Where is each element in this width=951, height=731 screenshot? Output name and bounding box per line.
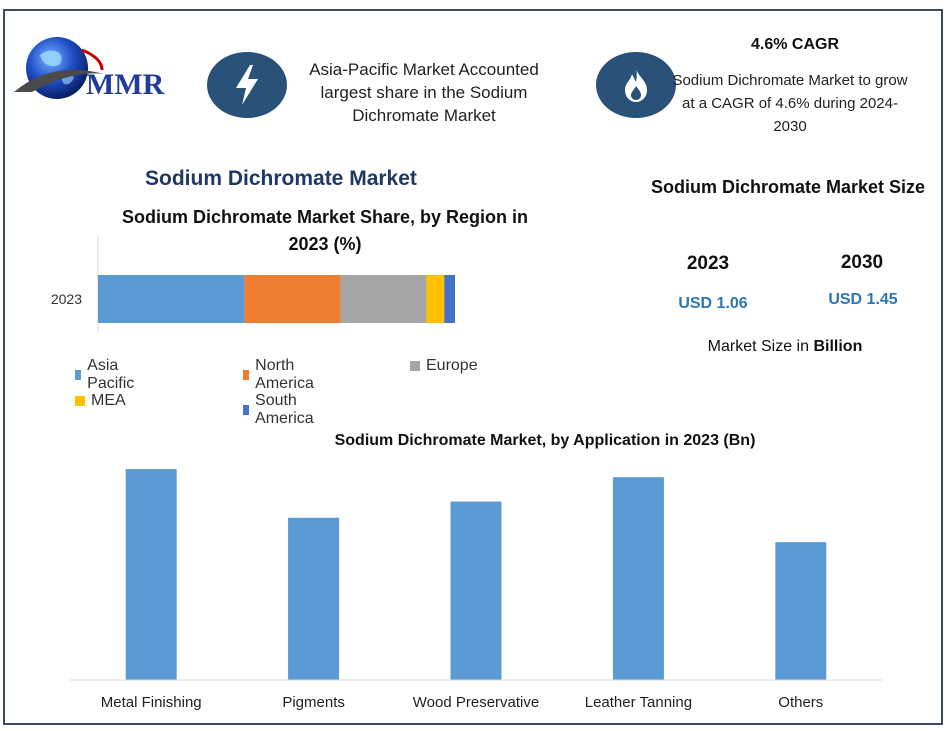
x-tick-label: Wood Preservative bbox=[413, 694, 539, 711]
cagr-text: Sodium Dichromate Market to grow at a CA… bbox=[672, 72, 908, 135]
legend-label: North America bbox=[255, 357, 314, 392]
legend-swatch bbox=[410, 361, 420, 371]
region-bar-segment bbox=[444, 275, 455, 323]
legend-swatch bbox=[75, 370, 82, 380]
region-bar-segment bbox=[340, 275, 427, 323]
legend-item-south-america: South America bbox=[243, 392, 318, 428]
flame-icon bbox=[625, 68, 647, 102]
region-bar-segment bbox=[98, 275, 245, 323]
legend-label: Europe bbox=[426, 357, 478, 374]
application-bar-chart: Metal Finishing Pigments Wood Preservative… bbox=[70, 469, 882, 711]
region-bar-segment bbox=[426, 275, 445, 323]
unit-prefix: Market Size in bbox=[707, 338, 814, 355]
lightning-badge bbox=[207, 52, 287, 118]
market-size-title: Sodium Dichromate Market Size bbox=[650, 177, 926, 197]
x-tick-label: Pigments bbox=[282, 694, 345, 711]
flame-badge bbox=[596, 52, 676, 118]
value-2030: USD 1.45 bbox=[828, 291, 898, 308]
legend-label: Asia Pacific bbox=[87, 357, 135, 392]
category-label: 2023 bbox=[51, 291, 82, 307]
value-2023: USD 1.06 bbox=[678, 295, 748, 312]
cagr-title: 4.6% CAGR bbox=[750, 36, 840, 53]
legend-swatch bbox=[243, 405, 250, 415]
mmr-logo: MMR bbox=[12, 30, 187, 110]
application-bar bbox=[450, 501, 502, 680]
x-tick-label: Metal Finishing bbox=[101, 694, 202, 711]
application-chart-title: Sodium Dichromate Market, by Application… bbox=[334, 432, 756, 449]
legend-swatch bbox=[243, 370, 250, 380]
application-bar bbox=[125, 469, 177, 680]
svg-text:MMR: MMR bbox=[86, 68, 165, 101]
region-share-chart: 2023 bbox=[51, 236, 455, 332]
page-title: Sodium Dichromate Market bbox=[145, 167, 417, 190]
region-highlight-text: Asia-Pacific Market Accounted largest sh… bbox=[309, 60, 539, 125]
region-chart-title: Sodium Dichromate Market Share, by Regio… bbox=[121, 207, 529, 254]
legend-label: MEA bbox=[91, 392, 126, 409]
x-tick-label: Others bbox=[778, 694, 823, 711]
application-bar bbox=[288, 517, 340, 680]
region-bar-segment bbox=[244, 275, 341, 323]
application-bar bbox=[775, 542, 827, 680]
legend-item-mea: MEA bbox=[75, 392, 126, 410]
year-2023: 2023 bbox=[686, 253, 730, 274]
legend-item-europe: Europe bbox=[410, 357, 478, 375]
application-bar bbox=[612, 477, 664, 680]
legend-item-asia-pacific: Asia Pacific bbox=[75, 357, 138, 393]
legend-swatch bbox=[75, 396, 85, 406]
globe-logo-icon: MMR bbox=[14, 37, 165, 101]
legend-item-north-america: North America bbox=[243, 357, 318, 393]
legend-label: South America bbox=[255, 392, 314, 427]
year-2030: 2030 bbox=[840, 252, 884, 273]
unit-bold: Billion bbox=[813, 338, 863, 355]
market-size-unit: Market Size in Billion bbox=[660, 338, 910, 356]
x-tick-label: Leather Tanning bbox=[585, 694, 692, 711]
lightning-icon bbox=[236, 65, 258, 105]
